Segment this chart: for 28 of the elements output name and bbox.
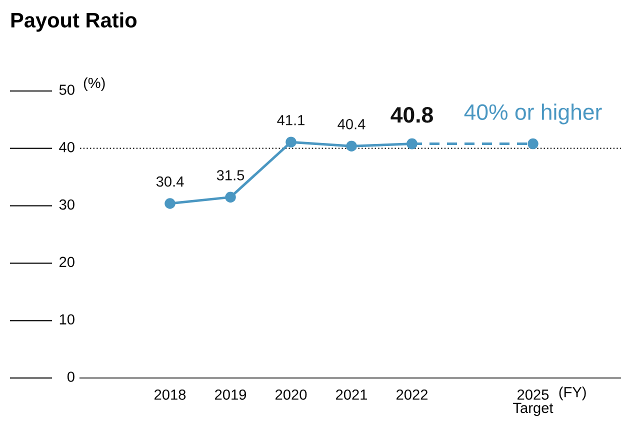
point <box>528 138 538 150</box>
chart-title: Payout Ratio <box>11 12 137 32</box>
x-tick-label: 2019 <box>215 389 246 400</box>
x-axis-title: (FY) <box>559 386 586 400</box>
point <box>406 138 418 150</box>
data-label: 40.8 <box>390 107 433 123</box>
text: Target <box>513 402 554 416</box>
point <box>286 136 296 148</box>
y-tick-label: 50 <box>59 84 74 95</box>
x-tick-label: 2021 <box>336 389 368 400</box>
point <box>346 140 357 152</box>
y-tick-label: 10 <box>60 314 74 325</box>
y-tick-label: 30 <box>59 199 74 210</box>
data-label: 31.5 <box>216 170 244 180</box>
data-label: 40.4 <box>338 119 366 130</box>
point <box>225 192 236 203</box>
y-axis-title: (%) <box>84 77 105 91</box>
annotation: 40% or higher <box>464 104 602 124</box>
data-label: 30.4 <box>156 176 184 187</box>
y-tick-label: 0 <box>67 372 74 382</box>
x-tick-label: 2020 <box>276 389 307 400</box>
x-tick-label: 2025 <box>518 389 549 400</box>
x-tick-label: 2018 <box>154 389 186 400</box>
y-tick-label: 20 <box>60 256 74 268</box>
y-tick-label: 40 <box>59 142 74 152</box>
point <box>164 198 176 209</box>
x-tick-label: 2022 <box>396 389 428 400</box>
data-label: 41.1 <box>277 115 304 126</box>
